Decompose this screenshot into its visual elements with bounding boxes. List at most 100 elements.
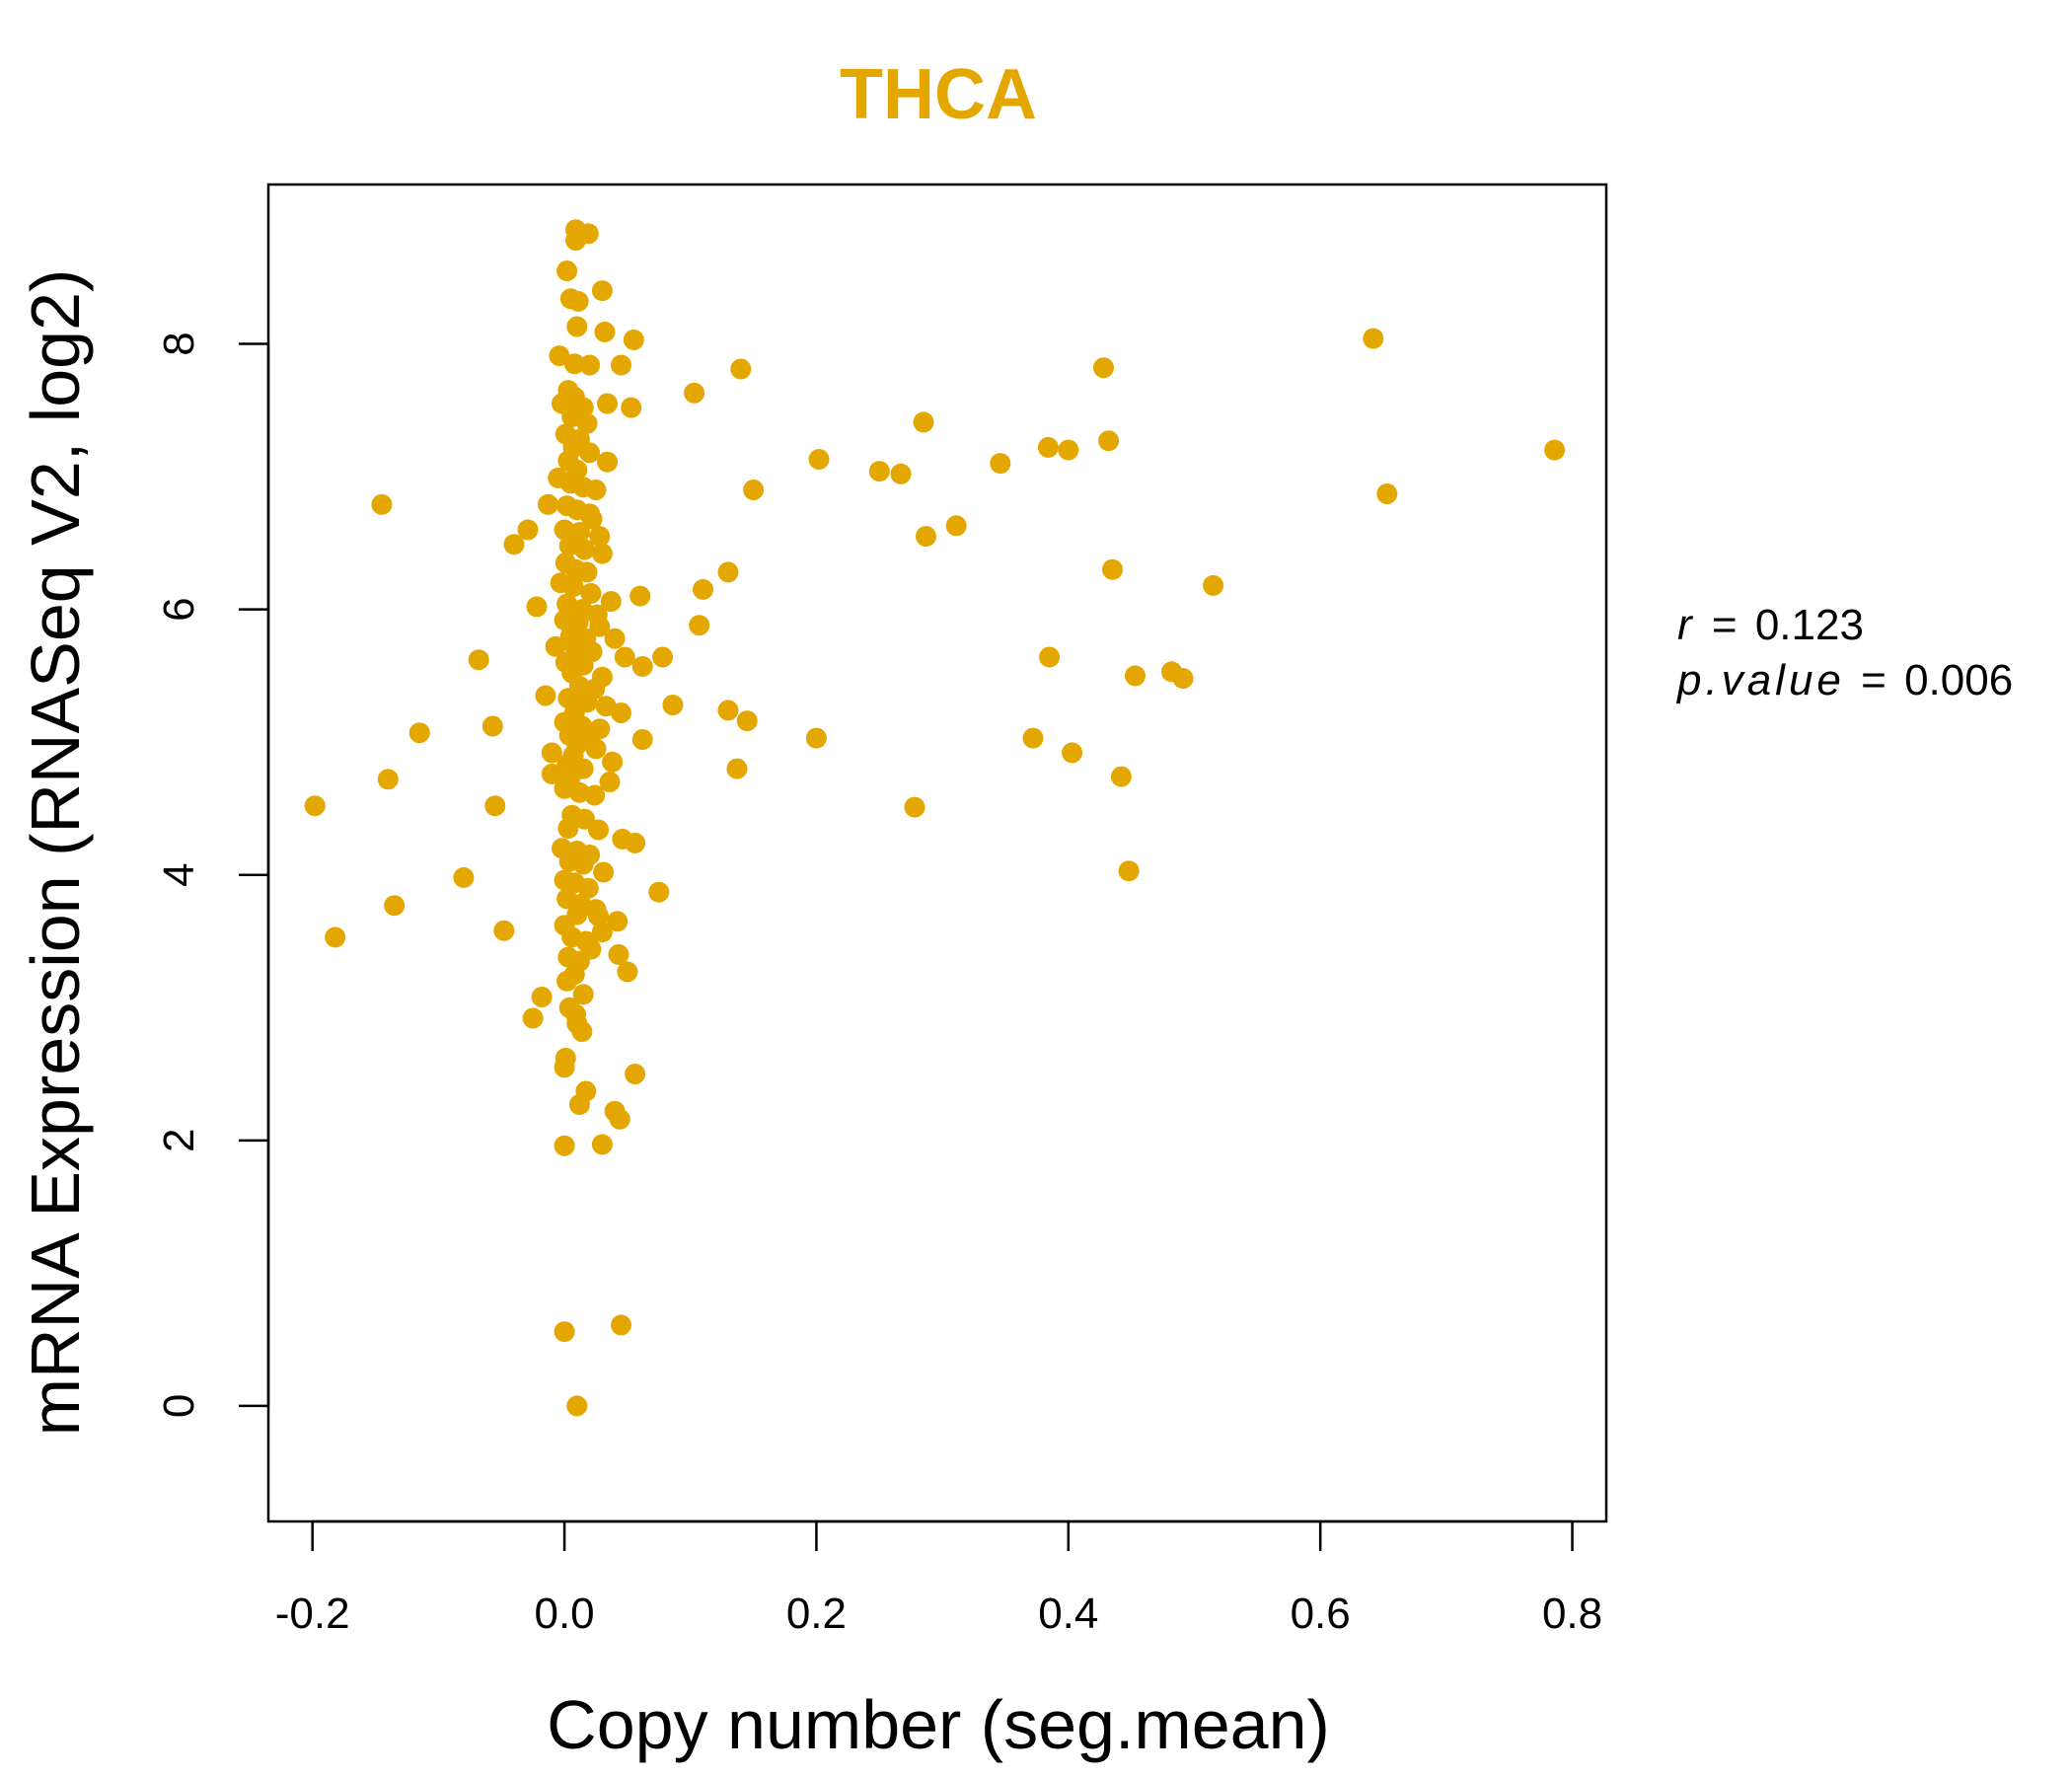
data-point bbox=[517, 519, 539, 541]
y-tick-label: 4 bbox=[155, 862, 203, 886]
data-point bbox=[579, 442, 601, 464]
data-point bbox=[453, 866, 475, 888]
p-label: p.value bbox=[1675, 656, 1845, 704]
data-point bbox=[621, 397, 642, 418]
data-point bbox=[614, 646, 635, 668]
data-point bbox=[384, 895, 406, 917]
data-point bbox=[557, 818, 579, 840]
data-point bbox=[693, 578, 713, 600]
data-point bbox=[1022, 727, 1044, 749]
data-point bbox=[868, 461, 890, 482]
data-point bbox=[588, 819, 609, 841]
data-point bbox=[623, 329, 644, 350]
data-point bbox=[571, 1021, 593, 1042]
data-point bbox=[541, 742, 562, 764]
y-tick-label: 2 bbox=[155, 1129, 203, 1152]
data-point bbox=[607, 911, 629, 932]
data-point bbox=[611, 1314, 631, 1336]
data-point bbox=[1062, 742, 1083, 764]
data-point bbox=[648, 881, 670, 903]
data-point bbox=[377, 769, 399, 790]
data-point bbox=[589, 526, 611, 548]
data-point bbox=[556, 260, 578, 281]
data-point bbox=[990, 453, 1011, 475]
data-point bbox=[597, 393, 618, 414]
data-point bbox=[717, 700, 739, 721]
data-point bbox=[916, 526, 936, 548]
data-point bbox=[549, 345, 570, 367]
data-point bbox=[597, 451, 618, 473]
data-point bbox=[631, 655, 653, 677]
data-point bbox=[563, 353, 585, 375]
x-tick-label: 0.2 bbox=[786, 1590, 847, 1638]
data-point bbox=[604, 628, 626, 649]
data-point bbox=[689, 615, 710, 636]
data-point bbox=[730, 358, 752, 380]
data-point bbox=[545, 635, 566, 657]
data-point bbox=[579, 354, 601, 376]
data-point bbox=[1125, 665, 1146, 687]
data-point bbox=[408, 722, 430, 744]
data-point bbox=[805, 727, 827, 749]
data-point bbox=[1376, 483, 1398, 504]
data-point bbox=[1172, 668, 1194, 690]
data-point bbox=[631, 729, 653, 750]
data-point bbox=[468, 649, 489, 671]
r-annotation: r = 0.123 bbox=[1677, 601, 1864, 649]
r-value: 0.123 bbox=[1755, 601, 1864, 649]
data-point bbox=[577, 877, 599, 899]
x-tick-label: 0.0 bbox=[534, 1590, 594, 1638]
data-point bbox=[945, 515, 967, 537]
data-point bbox=[808, 449, 830, 470]
data-point bbox=[554, 1135, 575, 1156]
data-point bbox=[493, 920, 515, 941]
data-point bbox=[584, 784, 606, 806]
data-point bbox=[890, 463, 912, 484]
data-point bbox=[717, 561, 739, 583]
data-point bbox=[589, 616, 611, 637]
data-point bbox=[1058, 439, 1079, 461]
x-tick-label: 0.6 bbox=[1291, 1590, 1351, 1638]
data-point bbox=[325, 926, 346, 948]
x-axis: -0.2 0.0 0.2 0.4 0.6 0.8 bbox=[275, 1519, 1602, 1638]
data-point bbox=[574, 539, 595, 560]
data-point bbox=[662, 695, 684, 715]
data-point bbox=[591, 922, 613, 943]
y-axis: 0 2 4 6 8 bbox=[155, 332, 270, 1418]
y-axis-label: mRNA Expression (RNASeq V2, log2) bbox=[17, 269, 94, 1437]
data-point bbox=[576, 412, 598, 434]
data-point bbox=[617, 961, 638, 983]
data-point bbox=[600, 591, 622, 612]
data-point bbox=[599, 772, 621, 792]
data-point bbox=[554, 1321, 575, 1343]
data-point bbox=[576, 561, 598, 583]
r-equals: = bbox=[1712, 601, 1738, 649]
data-point bbox=[588, 905, 609, 926]
data-point bbox=[581, 508, 603, 530]
data-point bbox=[572, 984, 594, 1005]
data-point bbox=[593, 861, 615, 883]
x-tick-label: -0.2 bbox=[275, 1590, 350, 1638]
data-point bbox=[611, 703, 631, 723]
data-point bbox=[526, 596, 548, 618]
data-point bbox=[594, 321, 616, 342]
data-point bbox=[556, 970, 578, 992]
data-point bbox=[1039, 646, 1061, 668]
data-point bbox=[1093, 357, 1114, 379]
data-point bbox=[726, 758, 748, 779]
data-point bbox=[1118, 860, 1140, 882]
data-point bbox=[609, 1108, 630, 1130]
points-layer bbox=[304, 219, 1566, 1417]
data-point bbox=[625, 832, 646, 853]
data-point bbox=[904, 796, 925, 818]
data-point bbox=[625, 1064, 646, 1084]
data-point bbox=[572, 853, 594, 875]
data-point bbox=[591, 543, 613, 564]
data-point bbox=[566, 316, 588, 337]
y-tick-label: 8 bbox=[155, 332, 203, 355]
data-point bbox=[1203, 574, 1224, 596]
data-point bbox=[568, 1094, 590, 1115]
data-point bbox=[611, 354, 631, 376]
plot-frame bbox=[266, 183, 1608, 1523]
